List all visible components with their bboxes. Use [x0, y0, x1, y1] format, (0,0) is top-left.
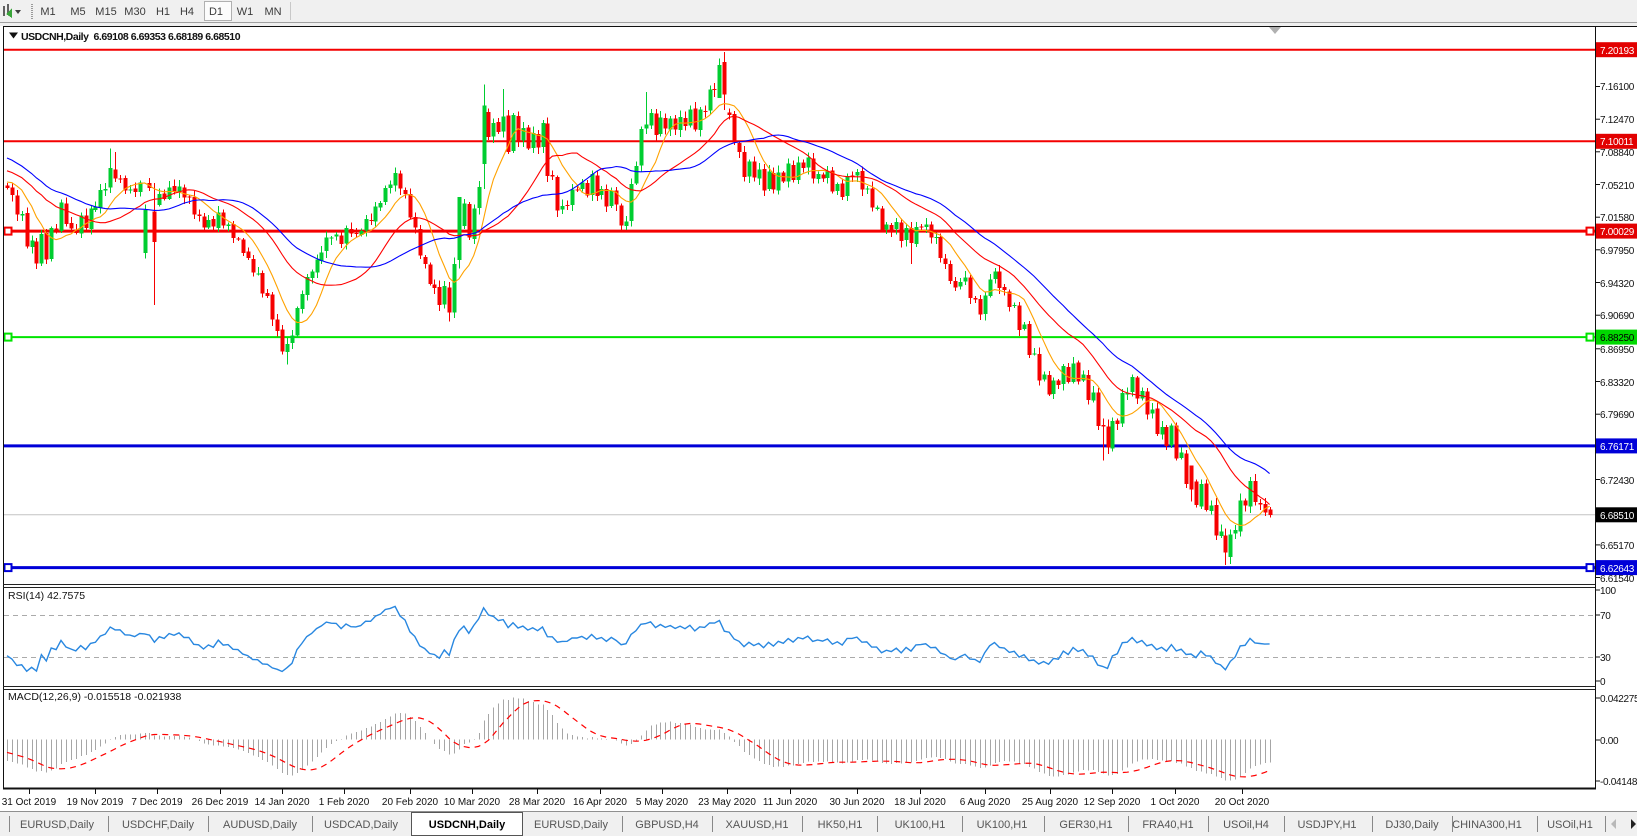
svg-text:6.68510: 6.68510 [1600, 511, 1635, 522]
svg-text:6.72430: 6.72430 [1600, 476, 1635, 487]
svg-text:M5: M5 [70, 6, 85, 18]
svg-text:USDCNH,Daily 6.69108 6.69353: USDCNH,Daily 6.69108 6.69353 6.68189 6.6… [21, 31, 241, 43]
svg-text:H4: H4 [180, 6, 194, 18]
svg-text:USDCAD,Daily: USDCAD,Daily [324, 819, 398, 831]
svg-text:7.08840: 7.08840 [1600, 148, 1635, 159]
svg-text:7.05210: 7.05210 [1600, 181, 1635, 192]
svg-text:USOil,H1: USOil,H1 [1547, 819, 1593, 831]
svg-text:HK50,H1: HK50,H1 [818, 819, 863, 831]
svg-text:10 Mar 2020: 10 Mar 2020 [444, 797, 501, 808]
svg-text:7.10011: 7.10011 [1600, 137, 1634, 148]
svg-text:11 Jun 2020: 11 Jun 2020 [763, 797, 818, 808]
svg-text:XAUUSD,H1: XAUUSD,H1 [726, 819, 789, 831]
svg-text:30 Jun 2020: 30 Jun 2020 [829, 797, 884, 808]
svg-text:USDCNH,Daily: USDCNH,Daily [429, 819, 506, 831]
svg-text:7.16100: 7.16100 [1600, 82, 1635, 93]
svg-text:DJ30,Daily: DJ30,Daily [1385, 819, 1439, 831]
svg-text:23 May 2020: 23 May 2020 [698, 797, 756, 808]
svg-text:M1: M1 [40, 6, 55, 18]
svg-text:7.00029: 7.00029 [1600, 227, 1635, 238]
svg-text:19 Nov 2019: 19 Nov 2019 [67, 797, 124, 808]
svg-text:USOil,H4: USOil,H4 [1223, 819, 1269, 831]
svg-text:20 Feb 2020: 20 Feb 2020 [382, 797, 439, 808]
svg-text:RSI(14) 42.7575: RSI(14) 42.7575 [8, 590, 85, 602]
svg-text:W1: W1 [237, 6, 254, 18]
svg-text:100: 100 [1600, 586, 1617, 597]
svg-text:16 Apr 2020: 16 Apr 2020 [573, 797, 627, 808]
svg-text:0.00: 0.00 [1600, 736, 1619, 747]
svg-text:6.61540: 6.61540 [1600, 574, 1635, 585]
svg-text:UK100,H1: UK100,H1 [977, 819, 1028, 831]
svg-text:FRA40,H1: FRA40,H1 [1142, 819, 1193, 831]
svg-text:6.83320: 6.83320 [1600, 378, 1635, 389]
svg-text:EURUSD,Daily: EURUSD,Daily [534, 819, 608, 831]
svg-text:70: 70 [1600, 611, 1611, 622]
svg-text:26 Dec 2019: 26 Dec 2019 [192, 797, 249, 808]
svg-text:-0.04148: -0.04148 [1600, 777, 1637, 788]
svg-text:H1: H1 [156, 6, 170, 18]
svg-text:20 Oct 2020: 20 Oct 2020 [1215, 797, 1270, 808]
svg-text:12 Sep 2020: 12 Sep 2020 [1084, 797, 1141, 808]
svg-text:6.94320: 6.94320 [1600, 279, 1635, 290]
svg-text:7.20193: 7.20193 [1600, 46, 1635, 57]
svg-text:6 Aug 2020: 6 Aug 2020 [960, 797, 1011, 808]
svg-text:28 Mar 2020: 28 Mar 2020 [509, 797, 566, 808]
svg-text:USDCHF,Daily: USDCHF,Daily [122, 819, 195, 831]
svg-text:1 Oct 2020: 1 Oct 2020 [1151, 797, 1200, 808]
svg-text:5 May 2020: 5 May 2020 [636, 797, 689, 808]
svg-text:MN: MN [264, 6, 281, 18]
svg-text:31 Oct 2019: 31 Oct 2019 [2, 797, 57, 808]
svg-text:UK100,H1: UK100,H1 [895, 819, 946, 831]
svg-text:M15: M15 [95, 6, 116, 18]
svg-text:6.97950: 6.97950 [1600, 246, 1635, 257]
svg-text:6.76171: 6.76171 [1600, 442, 1635, 453]
svg-text:0.042275: 0.042275 [1600, 694, 1637, 705]
svg-text:14 Jan 2020: 14 Jan 2020 [254, 797, 309, 808]
svg-text:D1: D1 [209, 6, 223, 18]
svg-text:0: 0 [1600, 677, 1606, 688]
svg-text:6.88250: 6.88250 [1600, 333, 1635, 344]
svg-text:6.62643: 6.62643 [1600, 564, 1635, 575]
svg-text:USDJPY,H1: USDJPY,H1 [1297, 819, 1356, 831]
svg-text:30: 30 [1600, 653, 1611, 664]
svg-text:6.65170: 6.65170 [1600, 541, 1635, 552]
svg-text:1 Feb 2020: 1 Feb 2020 [319, 797, 370, 808]
svg-text:18 Jul 2020: 18 Jul 2020 [894, 797, 946, 808]
svg-text:6.79690: 6.79690 [1600, 410, 1635, 421]
svg-text:25 Aug 2020: 25 Aug 2020 [1022, 797, 1079, 808]
svg-text:6.86950: 6.86950 [1600, 345, 1635, 356]
svg-text:7.12470: 7.12470 [1600, 115, 1635, 126]
svg-text:7.01580: 7.01580 [1600, 213, 1635, 224]
svg-text:GBPUSD,H4: GBPUSD,H4 [635, 819, 699, 831]
svg-text:AUDUSD,Daily: AUDUSD,Daily [223, 819, 297, 831]
svg-text:EURUSD,Daily: EURUSD,Daily [20, 819, 94, 831]
svg-text:CHINA300,H1: CHINA300,H1 [1452, 819, 1522, 831]
svg-text:M30: M30 [124, 6, 145, 18]
svg-text:MACD(12,26,9) -0.015518 -0.021: MACD(12,26,9) -0.015518 -0.021938 [8, 691, 182, 703]
svg-text:6.90690: 6.90690 [1600, 311, 1635, 322]
svg-text:7 Dec 2019: 7 Dec 2019 [131, 797, 183, 808]
svg-text:GER30,H1: GER30,H1 [1059, 819, 1112, 831]
